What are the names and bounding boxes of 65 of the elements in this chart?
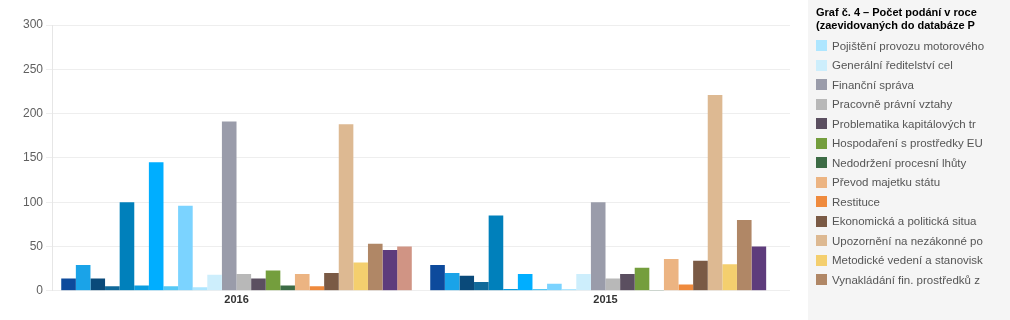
- y-tick-label: 300: [22, 17, 44, 32]
- bar: [474, 281, 489, 291]
- bar: [722, 264, 737, 291]
- bar: [309, 286, 325, 291]
- bar: [751, 246, 767, 291]
- bar: [148, 162, 164, 291]
- bar: [367, 243, 383, 291]
- bar: [634, 267, 650, 291]
- text: Graf č. 4 – Počet podání v roce (zaevidovaných do databáze P: [815, 5, 978, 33]
- legend-label: Hospodaření s prostředky EU: [832, 137, 983, 150]
- bar: [707, 94, 723, 291]
- legend-label: Ekonomická a politická situa: [832, 215, 977, 228]
- y-tick-label: 250: [22, 61, 44, 76]
- bar: [576, 273, 591, 291]
- legend-label: Vynakládání fin. prostředků z: [832, 273, 980, 286]
- bar: [251, 278, 266, 291]
- legend-label: Generální ředitelství cel: [832, 59, 953, 72]
- legend-label: Metodické vedení a stanovisk: [832, 254, 983, 267]
- bar: [221, 121, 237, 291]
- bar: [105, 286, 120, 291]
- legend-label: Problematika kapitálových tr: [832, 117, 976, 130]
- bar: [382, 250, 398, 291]
- bar: [605, 278, 621, 291]
- legend-label: Nedodržení procesní lhůty: [832, 156, 967, 169]
- bar: [590, 202, 606, 291]
- legend-label: Restituce: [832, 195, 880, 208]
- bar: [488, 215, 504, 291]
- bar: [207, 274, 222, 291]
- x-tick-label: 2016: [224, 293, 249, 306]
- bar: [134, 285, 149, 291]
- legend-label: Upozornění na nezákonné po: [832, 234, 983, 247]
- bar: [517, 273, 533, 291]
- bar: [444, 273, 460, 291]
- legend-label: Převod majetku státu: [832, 176, 941, 189]
- bar: [61, 278, 76, 291]
- bar: [736, 219, 752, 291]
- legend-label: Finanční správa: [832, 78, 914, 91]
- bar: [430, 265, 445, 291]
- bar: [163, 286, 179, 291]
- x-tick-label: 2015: [593, 293, 618, 306]
- bar: [693, 260, 708, 291]
- bar: [397, 246, 412, 291]
- bar: [338, 124, 354, 291]
- legend-label: Pojištění provozu motorového: [832, 39, 985, 52]
- bar: [280, 285, 295, 291]
- bar: [620, 273, 635, 291]
- bar: [265, 270, 281, 291]
- legend-label: Pracovně právní vztahy: [832, 98, 953, 111]
- bar: [324, 273, 339, 291]
- y-tick-label: 150: [22, 150, 44, 165]
- y-tick-label: 100: [22, 194, 44, 209]
- y-tick-label: 0: [36, 283, 44, 298]
- bar: [459, 275, 475, 291]
- y-tick-label: 200: [22, 105, 44, 120]
- bar: [75, 265, 91, 291]
- y-tick-label: 50: [29, 238, 44, 253]
- bar: [294, 273, 310, 291]
- bar: [90, 278, 106, 291]
- bar: [236, 273, 252, 291]
- bar: [663, 258, 679, 291]
- bar: [119, 202, 135, 291]
- bar: [178, 205, 193, 291]
- bar: [192, 287, 208, 291]
- bar: [353, 262, 368, 291]
- bar: [547, 283, 562, 291]
